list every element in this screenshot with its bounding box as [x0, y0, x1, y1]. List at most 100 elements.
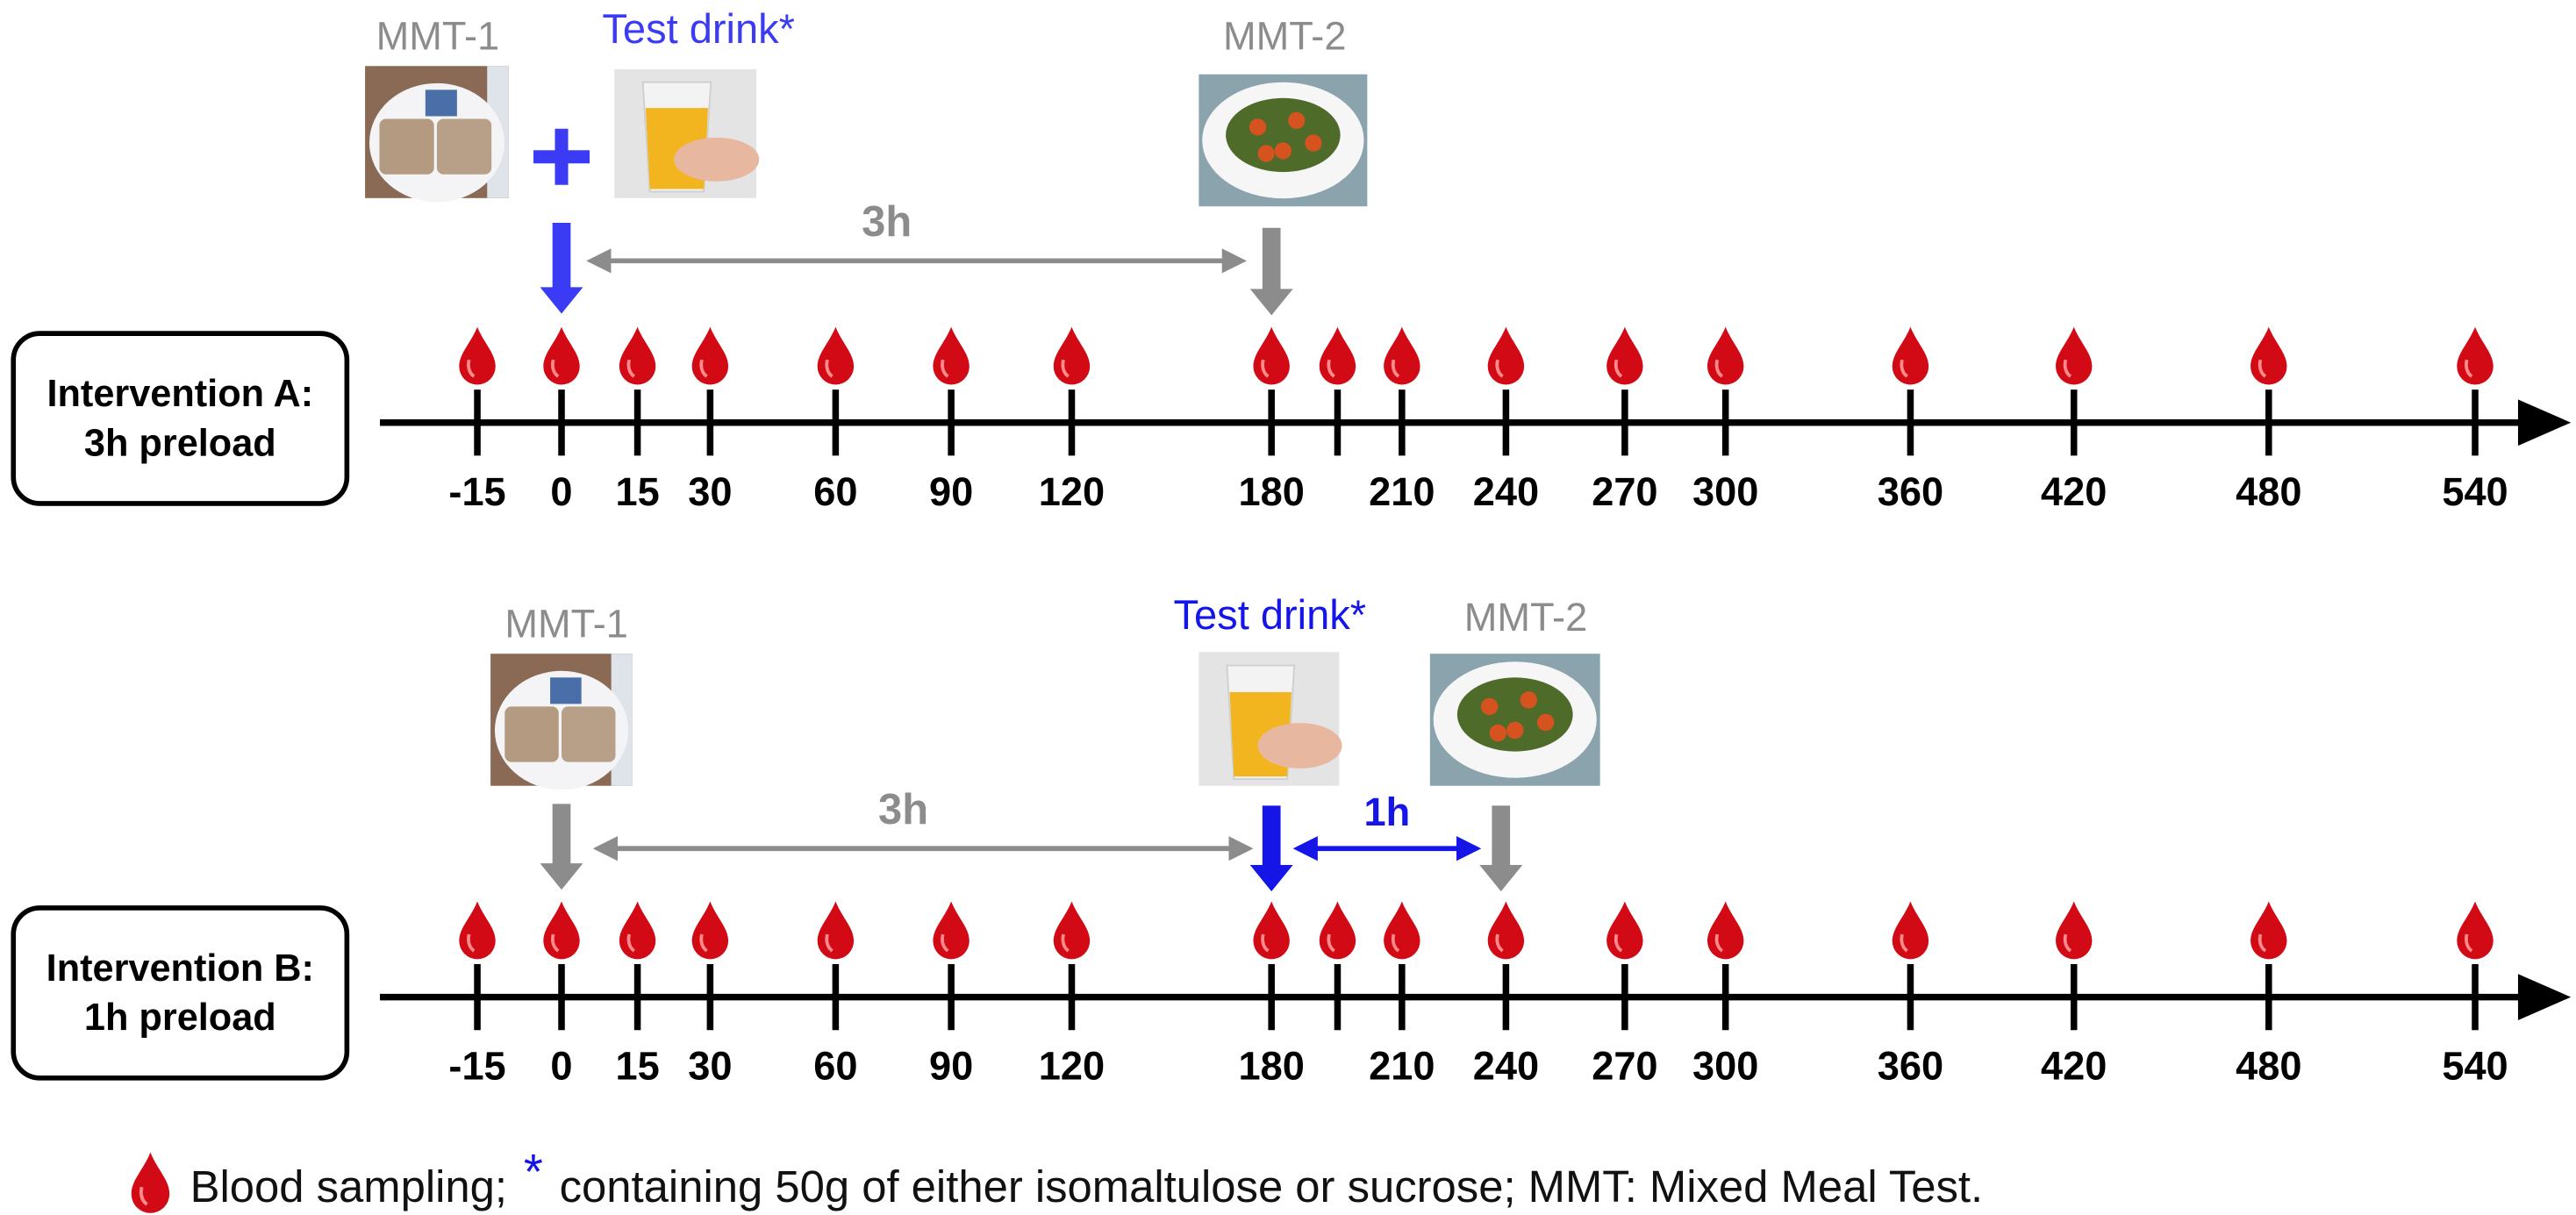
drop-shine: [2258, 359, 2267, 378]
blood-drop: [459, 326, 496, 385]
drop-shape: [619, 901, 656, 960]
tick-label: 210: [1369, 469, 1435, 514]
food-bit: [1274, 142, 1292, 160]
bread: [562, 706, 616, 762]
blood-drop: [1606, 326, 1643, 385]
blood-drop: [2457, 326, 2494, 385]
drop-shine: [699, 359, 708, 378]
drop-shine: [825, 359, 834, 378]
food-bit: [1249, 118, 1267, 136]
drop-shine: [626, 933, 635, 953]
drop-shine: [825, 933, 834, 953]
drop-shape: [933, 326, 970, 385]
tick-label: 210: [1369, 1044, 1435, 1089]
drop-shape: [1053, 901, 1091, 960]
down-arrow: [540, 804, 583, 890]
drop-shape: [543, 326, 580, 385]
blood-drop: [131, 1152, 170, 1213]
blood-drop: [1384, 901, 1420, 960]
bread: [436, 118, 492, 175]
tick-label: 540: [2442, 1044, 2508, 1089]
blood-drop: [619, 326, 656, 385]
blood-drop: [2457, 901, 2494, 960]
down-arrow: [1249, 805, 1293, 892]
tick-label: 480: [2236, 469, 2301, 514]
drop-shine: [1614, 359, 1623, 378]
mmt1-label: MMT-1: [504, 601, 627, 646]
drop-shape: [691, 901, 729, 960]
blood-drop: [1053, 901, 1091, 960]
drop-shine: [551, 933, 560, 953]
drop-shine: [1061, 359, 1070, 378]
tick-label: 270: [1592, 1044, 1657, 1089]
drop-shine: [1261, 933, 1270, 953]
tick-label: 300: [1692, 1044, 1758, 1089]
photo: [1199, 74, 1368, 207]
blood-drop: [1892, 326, 1929, 385]
tick-label: 240: [1473, 1044, 1539, 1089]
drop-shape: [1319, 326, 1356, 385]
blood-drop: [1053, 326, 1091, 385]
tick-label: 15: [615, 1044, 659, 1089]
drop-shape: [459, 901, 496, 960]
tick-label: 120: [1039, 1044, 1105, 1089]
tick-label: -15: [448, 469, 505, 514]
blood-drop: [1319, 326, 1356, 385]
drop-shape: [817, 901, 855, 960]
tick-label: 120: [1039, 469, 1105, 514]
drop-shape: [2056, 326, 2093, 385]
blood-drop: [459, 901, 496, 960]
drop-shape: [1053, 326, 1091, 385]
drop-shape: [1487, 901, 1525, 960]
food: [1456, 677, 1573, 752]
drop-shine: [1900, 359, 1908, 378]
drop-shape: [619, 326, 656, 385]
tick-label: 0: [550, 1044, 572, 1089]
legend: Blood sampling; * containing 50g of either…: [190, 1144, 1984, 1211]
blood-drop: [1253, 326, 1290, 385]
food-bit: [1305, 134, 1322, 152]
axis-arrowhead: [2517, 399, 2572, 447]
photo: [365, 66, 509, 203]
blood-drop: [691, 326, 729, 385]
blood-drop: [1319, 901, 1356, 960]
food-bit: [1480, 697, 1499, 716]
drop-shine: [1495, 359, 1504, 378]
drop-shape: [543, 901, 580, 960]
drop-shape: [1487, 326, 1525, 385]
tick-label: 90: [929, 469, 973, 514]
blood-drop: [1253, 901, 1290, 960]
drop-shape: [817, 326, 855, 385]
drop-shine: [1900, 933, 1908, 953]
blood-drop: [691, 901, 729, 960]
drop-shape: [1253, 901, 1290, 960]
drop-shine: [1327, 933, 1335, 953]
blood-drop: [543, 326, 580, 385]
blood-drop: [1707, 901, 1744, 960]
mmt1-label: MMT-1: [376, 13, 499, 58]
tick-label: 540: [2442, 469, 2508, 514]
mmt2-label: MMT-2: [1464, 595, 1587, 640]
drop-shape: [1892, 901, 1929, 960]
intervention-label: 1h preload: [84, 997, 276, 1039]
blood-drop: [2250, 901, 2287, 960]
mmt2-label: MMT-2: [1223, 13, 1346, 58]
intervention-label: 3h preload: [84, 422, 276, 464]
tick-label: 0: [550, 469, 572, 514]
blood-drop: [2250, 326, 2287, 385]
drop-shine: [1327, 359, 1335, 378]
drop-shape: [1384, 901, 1420, 960]
plus-sign: [533, 128, 590, 185]
drop-shape: [2056, 901, 2093, 960]
tick-label: 480: [2236, 1044, 2301, 1089]
drop-shine: [2258, 933, 2267, 953]
blood-drop: [817, 901, 855, 960]
drop-shine: [2063, 933, 2072, 953]
blood-drop: [933, 901, 970, 960]
tick-label: 60: [813, 1044, 857, 1089]
drop-shine: [626, 359, 635, 378]
drop-shape: [1892, 326, 1929, 385]
drop-shape: [1606, 901, 1643, 960]
drop-shape: [1319, 901, 1356, 960]
blood-drop: [543, 901, 580, 960]
